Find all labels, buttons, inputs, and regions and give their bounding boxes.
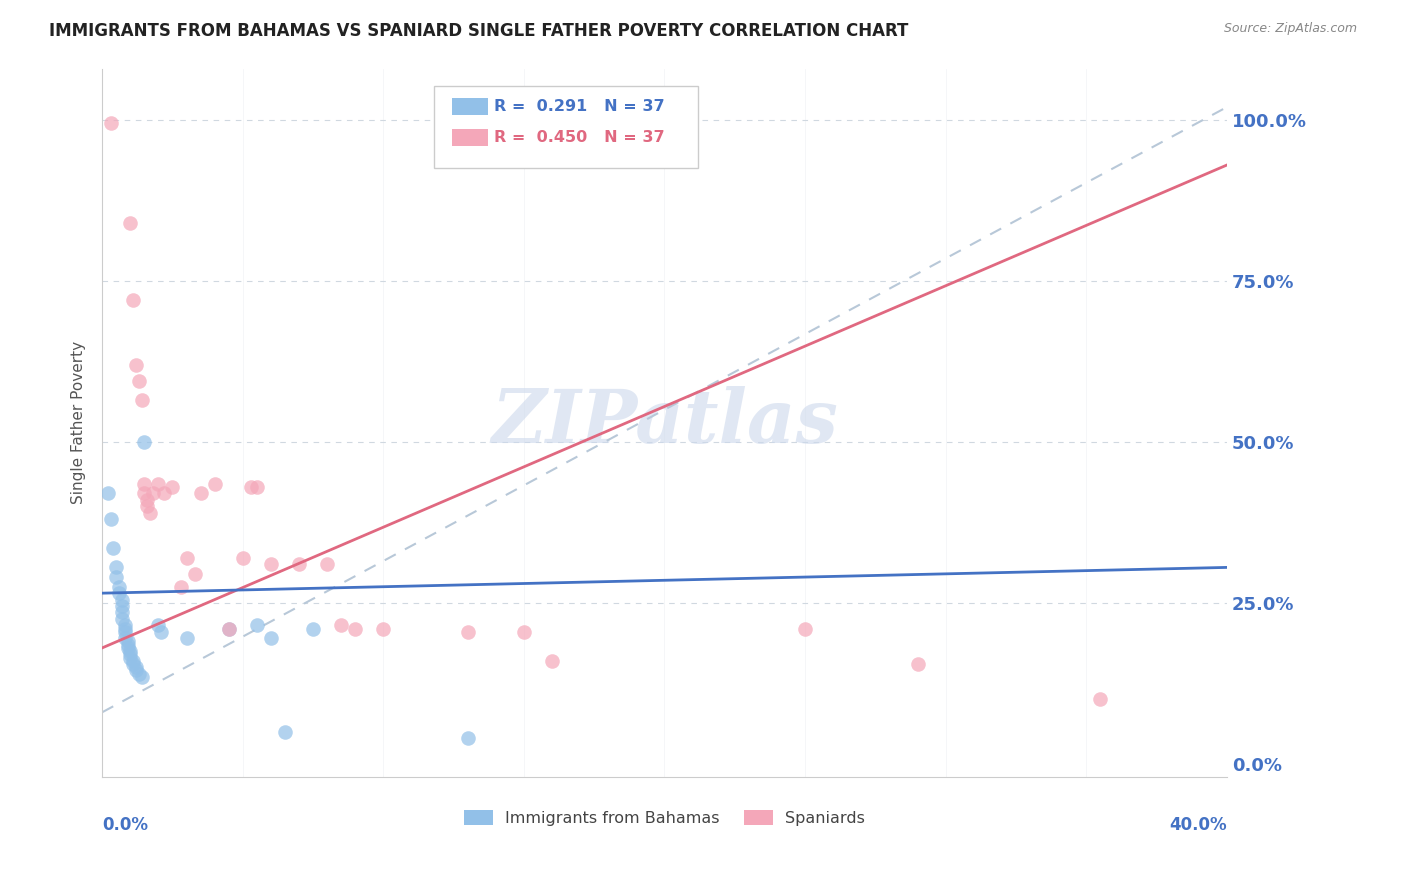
Legend: Immigrants from Bahamas, Spaniards: Immigrants from Bahamas, Spaniards (457, 804, 872, 832)
Text: R =  0.291   N = 37: R = 0.291 N = 37 (494, 98, 664, 113)
Text: ZIPatlas: ZIPatlas (491, 386, 838, 458)
Point (134, 434, 156, 449)
Point (246, 618, 269, 632)
FancyBboxPatch shape (434, 87, 699, 168)
Point (100, 116, 122, 130)
Point (111, 592, 134, 607)
Point (232, 550, 254, 565)
Point (125, 660, 148, 674)
Point (108, 586, 131, 600)
Point (274, 724, 297, 739)
Point (330, 618, 353, 632)
Point (218, 622, 240, 636)
Point (176, 631, 198, 645)
Point (1090, 692, 1112, 706)
Point (150, 624, 173, 639)
Point (114, 618, 136, 632)
Point (139, 506, 162, 520)
Point (184, 566, 207, 581)
Point (541, 654, 564, 668)
Point (125, 358, 148, 372)
Point (125, 664, 148, 678)
Point (111, 599, 134, 613)
Text: Source: ZipAtlas.com: Source: ZipAtlas.com (1223, 22, 1357, 36)
Point (120, 650, 142, 665)
Text: R =  0.450   N = 37: R = 0.450 N = 37 (494, 130, 664, 145)
Point (316, 558, 339, 572)
Point (111, 612, 134, 626)
Y-axis label: Single Father Poverty: Single Father Poverty (72, 341, 86, 504)
Point (120, 644, 142, 658)
Point (457, 624, 479, 639)
Text: 0.0%: 0.0% (103, 815, 148, 833)
Point (122, 657, 145, 671)
Point (131, 670, 153, 684)
Point (105, 560, 128, 574)
Point (162, 480, 184, 494)
Point (134, 476, 156, 491)
Text: 40.0%: 40.0% (1170, 815, 1227, 833)
Point (111, 606, 134, 620)
Point (117, 640, 139, 655)
Point (117, 634, 139, 648)
Point (148, 476, 170, 491)
Point (907, 657, 929, 671)
Point (513, 624, 536, 639)
Point (120, 216, 142, 230)
Point (103, 541, 125, 555)
Point (204, 476, 226, 491)
Text: IMMIGRANTS FROM BAHAMAS VS SPANIARD SINGLE FATHER POVERTY CORRELATION CHART: IMMIGRANTS FROM BAHAMAS VS SPANIARD SING… (49, 22, 908, 40)
Point (128, 374, 150, 388)
Point (120, 648, 142, 662)
Point (105, 570, 128, 584)
Point (114, 624, 136, 639)
FancyBboxPatch shape (451, 129, 488, 146)
Point (153, 486, 176, 500)
Point (122, 293, 145, 308)
Point (148, 618, 170, 632)
Point (260, 631, 283, 645)
Point (131, 392, 153, 407)
Point (117, 638, 139, 652)
Point (640, 116, 662, 130)
Point (100, 512, 122, 526)
Point (114, 622, 136, 636)
Point (176, 550, 198, 565)
Point (134, 486, 156, 500)
Point (122, 654, 145, 668)
Point (136, 492, 159, 507)
Point (794, 622, 817, 636)
Point (344, 622, 367, 636)
Point (97, 486, 120, 500)
FancyBboxPatch shape (451, 97, 488, 114)
Point (142, 486, 165, 500)
Point (170, 580, 193, 594)
Point (302, 622, 325, 636)
Point (260, 558, 283, 572)
Point (108, 580, 131, 594)
Point (240, 480, 263, 494)
Point (246, 480, 269, 494)
Point (136, 500, 159, 514)
Point (218, 622, 240, 636)
Point (190, 486, 212, 500)
Point (128, 666, 150, 681)
Point (457, 731, 479, 745)
Point (373, 622, 395, 636)
Point (288, 558, 311, 572)
Point (114, 631, 136, 645)
